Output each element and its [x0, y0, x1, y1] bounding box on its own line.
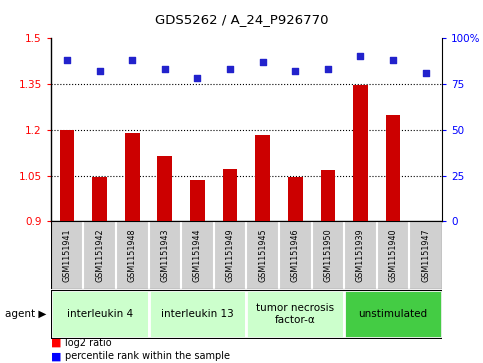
Bar — [256, 135, 270, 221]
Text: GSM1151942: GSM1151942 — [95, 228, 104, 282]
Text: GSM1151939: GSM1151939 — [356, 228, 365, 282]
Point — [63, 57, 71, 63]
Bar — [149, 290, 246, 338]
Text: GSM1151948: GSM1151948 — [128, 228, 137, 282]
Bar — [157, 156, 172, 221]
Text: interleukin 4: interleukin 4 — [67, 309, 133, 319]
Text: GSM1151943: GSM1151943 — [160, 228, 170, 282]
Bar — [344, 290, 442, 338]
Text: ■: ■ — [51, 338, 61, 348]
Text: interleukin 13: interleukin 13 — [161, 309, 234, 319]
Bar — [386, 115, 400, 221]
Point — [161, 66, 169, 72]
Bar — [92, 176, 107, 221]
Bar — [353, 85, 368, 221]
Text: GSM1151949: GSM1151949 — [226, 228, 235, 282]
Text: GSM1151940: GSM1151940 — [388, 228, 398, 282]
Text: percentile rank within the sample: percentile rank within the sample — [65, 351, 230, 362]
Bar — [288, 177, 302, 221]
Text: GSM1151946: GSM1151946 — [291, 228, 300, 282]
Point — [194, 76, 201, 81]
Bar — [60, 130, 74, 221]
Point — [422, 70, 429, 76]
Text: unstimulated: unstimulated — [358, 309, 427, 319]
Point — [96, 68, 103, 74]
Text: GSM1151944: GSM1151944 — [193, 228, 202, 282]
Text: ■: ■ — [51, 351, 61, 362]
Text: tumor necrosis
factor-α: tumor necrosis factor-α — [256, 303, 334, 325]
Point — [324, 66, 332, 72]
Point — [389, 57, 397, 63]
Bar — [51, 290, 149, 338]
Point — [356, 53, 364, 59]
Bar — [125, 134, 140, 221]
Text: GSM1151941: GSM1151941 — [62, 228, 71, 282]
Point — [259, 59, 267, 65]
Text: agent ▶: agent ▶ — [5, 309, 46, 319]
Text: GSM1151950: GSM1151950 — [323, 228, 332, 282]
Point — [226, 66, 234, 72]
Bar — [246, 290, 344, 338]
Text: GDS5262 / A_24_P926770: GDS5262 / A_24_P926770 — [155, 13, 328, 26]
Bar — [190, 180, 205, 221]
Point — [128, 57, 136, 63]
Text: GSM1151945: GSM1151945 — [258, 228, 267, 282]
Text: log2 ratio: log2 ratio — [65, 338, 112, 348]
Text: GSM1151947: GSM1151947 — [421, 228, 430, 282]
Bar — [321, 170, 335, 221]
Bar — [223, 169, 237, 221]
Point — [291, 68, 299, 74]
